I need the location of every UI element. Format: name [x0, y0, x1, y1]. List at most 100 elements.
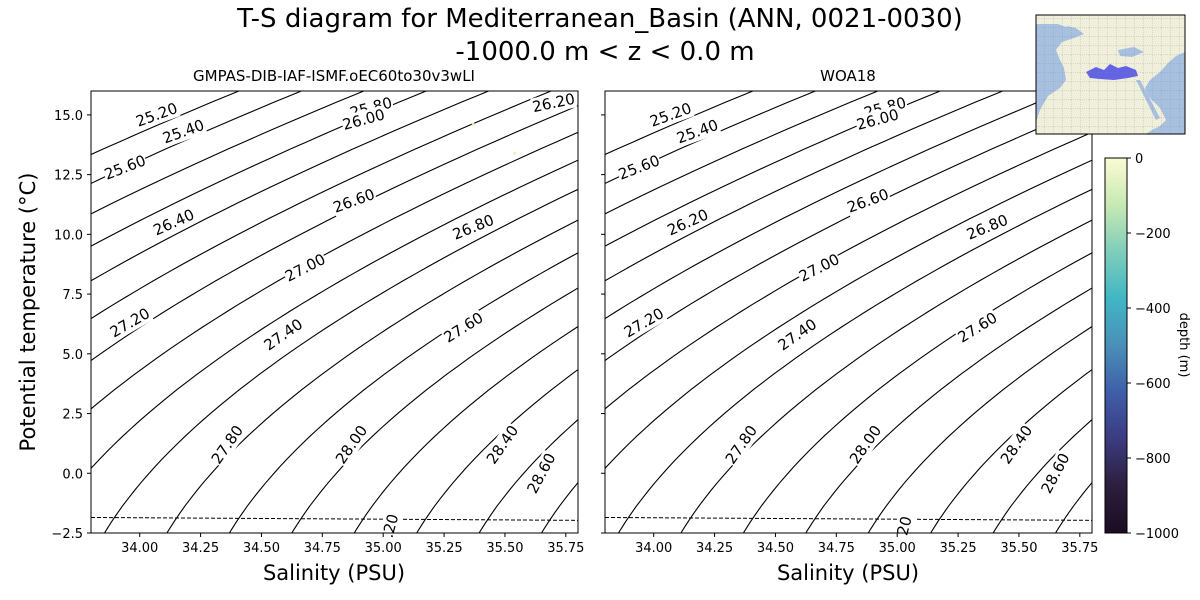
density-contour-line	[91, 91, 553, 320]
plot-frame-woa18	[604, 90, 1093, 534]
contour-label-bg	[1037, 449, 1074, 497]
region-inset-map	[1035, 14, 1186, 135]
contour-label-bg	[449, 210, 498, 244]
contour-label-bg	[996, 421, 1037, 468]
x-tick-label: 35.75	[547, 541, 584, 556]
contour-label-bg	[132, 98, 181, 131]
density-contour-line	[605, 131, 1092, 410]
contour-label: 27.00	[282, 250, 328, 286]
y-tick-label: 10.0	[54, 228, 83, 243]
density-contour-line	[930, 368, 1092, 533]
contour-label: 26.40	[151, 205, 198, 239]
density-contour-line	[353, 325, 578, 533]
density-contour-line	[228, 252, 578, 533]
contour-label-bg	[615, 151, 663, 184]
colorbar-tick-label: 0	[1135, 152, 1143, 167]
contour-label-bg	[281, 249, 329, 286]
contour-label-bg	[890, 502, 919, 550]
contour-label: 26.00	[855, 105, 901, 134]
contour-label: 28.60	[1037, 450, 1073, 496]
density-contour-line	[91, 91, 428, 247]
y-axis-ticks-model: −2.5 0.0 2.5 5.0 7.5 10.0 12.5 15.0	[51, 109, 91, 542]
y-tick-label: 12.5	[54, 169, 83, 184]
density-contour-line	[91, 159, 578, 470]
y-axis-ticks-woa18	[601, 114, 605, 534]
freezing-line	[91, 516, 578, 521]
density-contour-line	[91, 91, 366, 215]
contour-label-bg	[795, 249, 843, 286]
colorbar-tick-label: −400	[1135, 302, 1171, 317]
colorbar-tick-label: −600	[1135, 377, 1171, 392]
contour-label: 26.80	[450, 211, 497, 244]
density-contour-line	[742, 252, 1092, 533]
density-contour-line	[605, 91, 817, 185]
contour-label: 27.80	[722, 422, 761, 468]
x-tick-label: 35.50	[1000, 541, 1037, 556]
contour-label-bg	[530, 89, 578, 117]
density-contour-line	[91, 105, 578, 362]
panel-title-model: GMPAS-DIB-IAF-ISMF.oEC60to30v3wLI	[193, 67, 475, 85]
contour-label-bg	[376, 502, 405, 550]
ts-panel-model: GMPAS-DIB-IAF-ISMF.oEC60to30v3wLI 25.202…	[16, 67, 1200, 585]
density-contour-line	[605, 91, 1067, 320]
ts-panel-woa18: WOA18 25.2025.4025.6025.8026.0026.2026.6…	[601, 67, 1098, 585]
contour-label-bg	[620, 303, 668, 342]
contour-label: 27.40	[261, 315, 307, 354]
contour-label-bg	[482, 421, 523, 468]
freezing-line	[605, 516, 1092, 521]
colorbar-tick-label: −200	[1135, 227, 1171, 242]
contour-label-bg	[673, 115, 722, 148]
x-tick-label: 34.25	[696, 541, 733, 556]
colorbar-label: depth (m)	[1176, 313, 1191, 378]
contour-label: 27.00	[796, 250, 842, 286]
inset-gridlines	[1036, 15, 1185, 134]
x-tick-label: 35.50	[486, 541, 523, 556]
density-contours-model	[91, 79, 1200, 545]
y-tick-label: 0.0	[62, 467, 83, 482]
x-tick-label: 34.00	[635, 541, 672, 556]
y-tick-label: 2.5	[62, 408, 83, 423]
contour-label-bg	[260, 314, 307, 355]
density-contour-line	[867, 325, 1092, 533]
contour-label-bg	[774, 314, 821, 355]
x-axis-label-woa18: Salinity (PSU)	[777, 561, 919, 585]
x-tick-label: 35.25	[425, 541, 462, 556]
density-contour-line	[166, 219, 578, 533]
density-contour-line	[605, 91, 1005, 282]
y-tick-label: 5.0	[62, 348, 83, 363]
scatter-points-model	[471, 122, 517, 155]
contour-label: 25.60	[102, 151, 149, 183]
figure-title-line2: -1000.0 m < z < 0.0 m	[455, 37, 754, 67]
density-contour-line	[617, 188, 1092, 533]
contour-label-bg	[106, 303, 154, 342]
contour-label-bg	[854, 105, 902, 135]
figure-title-line1: T-S diagram for Mediterranean_Basin (ANN…	[236, 4, 963, 34]
density-contour-line	[605, 91, 942, 247]
contour-label-bg	[646, 98, 695, 131]
x-tick-label: 35.00	[879, 541, 916, 556]
x-axis-ticks-woa18: 34.00 34.25 34.50 34.75 35.00 35.25 35.50 35.75	[635, 533, 1098, 556]
density-contour-line	[103, 188, 578, 533]
density-contour-line	[291, 287, 578, 533]
contour-label: 27.20	[621, 304, 667, 341]
ts-scatter-point	[513, 151, 517, 155]
contour-label: 26.60	[331, 185, 378, 217]
contour-label: 25.60	[616, 151, 663, 183]
density-contour-line	[722, 79, 1200, 545]
contour-label-bg	[963, 210, 1012, 244]
inset-frame	[1035, 14, 1186, 135]
x-tick-label: 34.25	[182, 541, 219, 556]
contour-label: 27.20	[107, 304, 153, 341]
contour-label-bg	[954, 308, 1001, 347]
x-axis-ticks-model: 34.00 34.25 34.50 34.75 35.00 35.25 35.50 35.75	[121, 533, 584, 556]
density-contours-woa18	[605, 91, 1092, 533]
colorbar-tick-label: −800	[1135, 452, 1171, 467]
x-tick-label: 34.50	[243, 541, 280, 556]
y-tick-label: 15.0	[54, 109, 83, 124]
density-contour-line	[805, 287, 1092, 533]
contour-label-bg	[340, 105, 388, 135]
contour-label-bg	[844, 184, 892, 217]
contour-label-bg	[331, 421, 372, 468]
density-contour-line	[605, 159, 1092, 470]
